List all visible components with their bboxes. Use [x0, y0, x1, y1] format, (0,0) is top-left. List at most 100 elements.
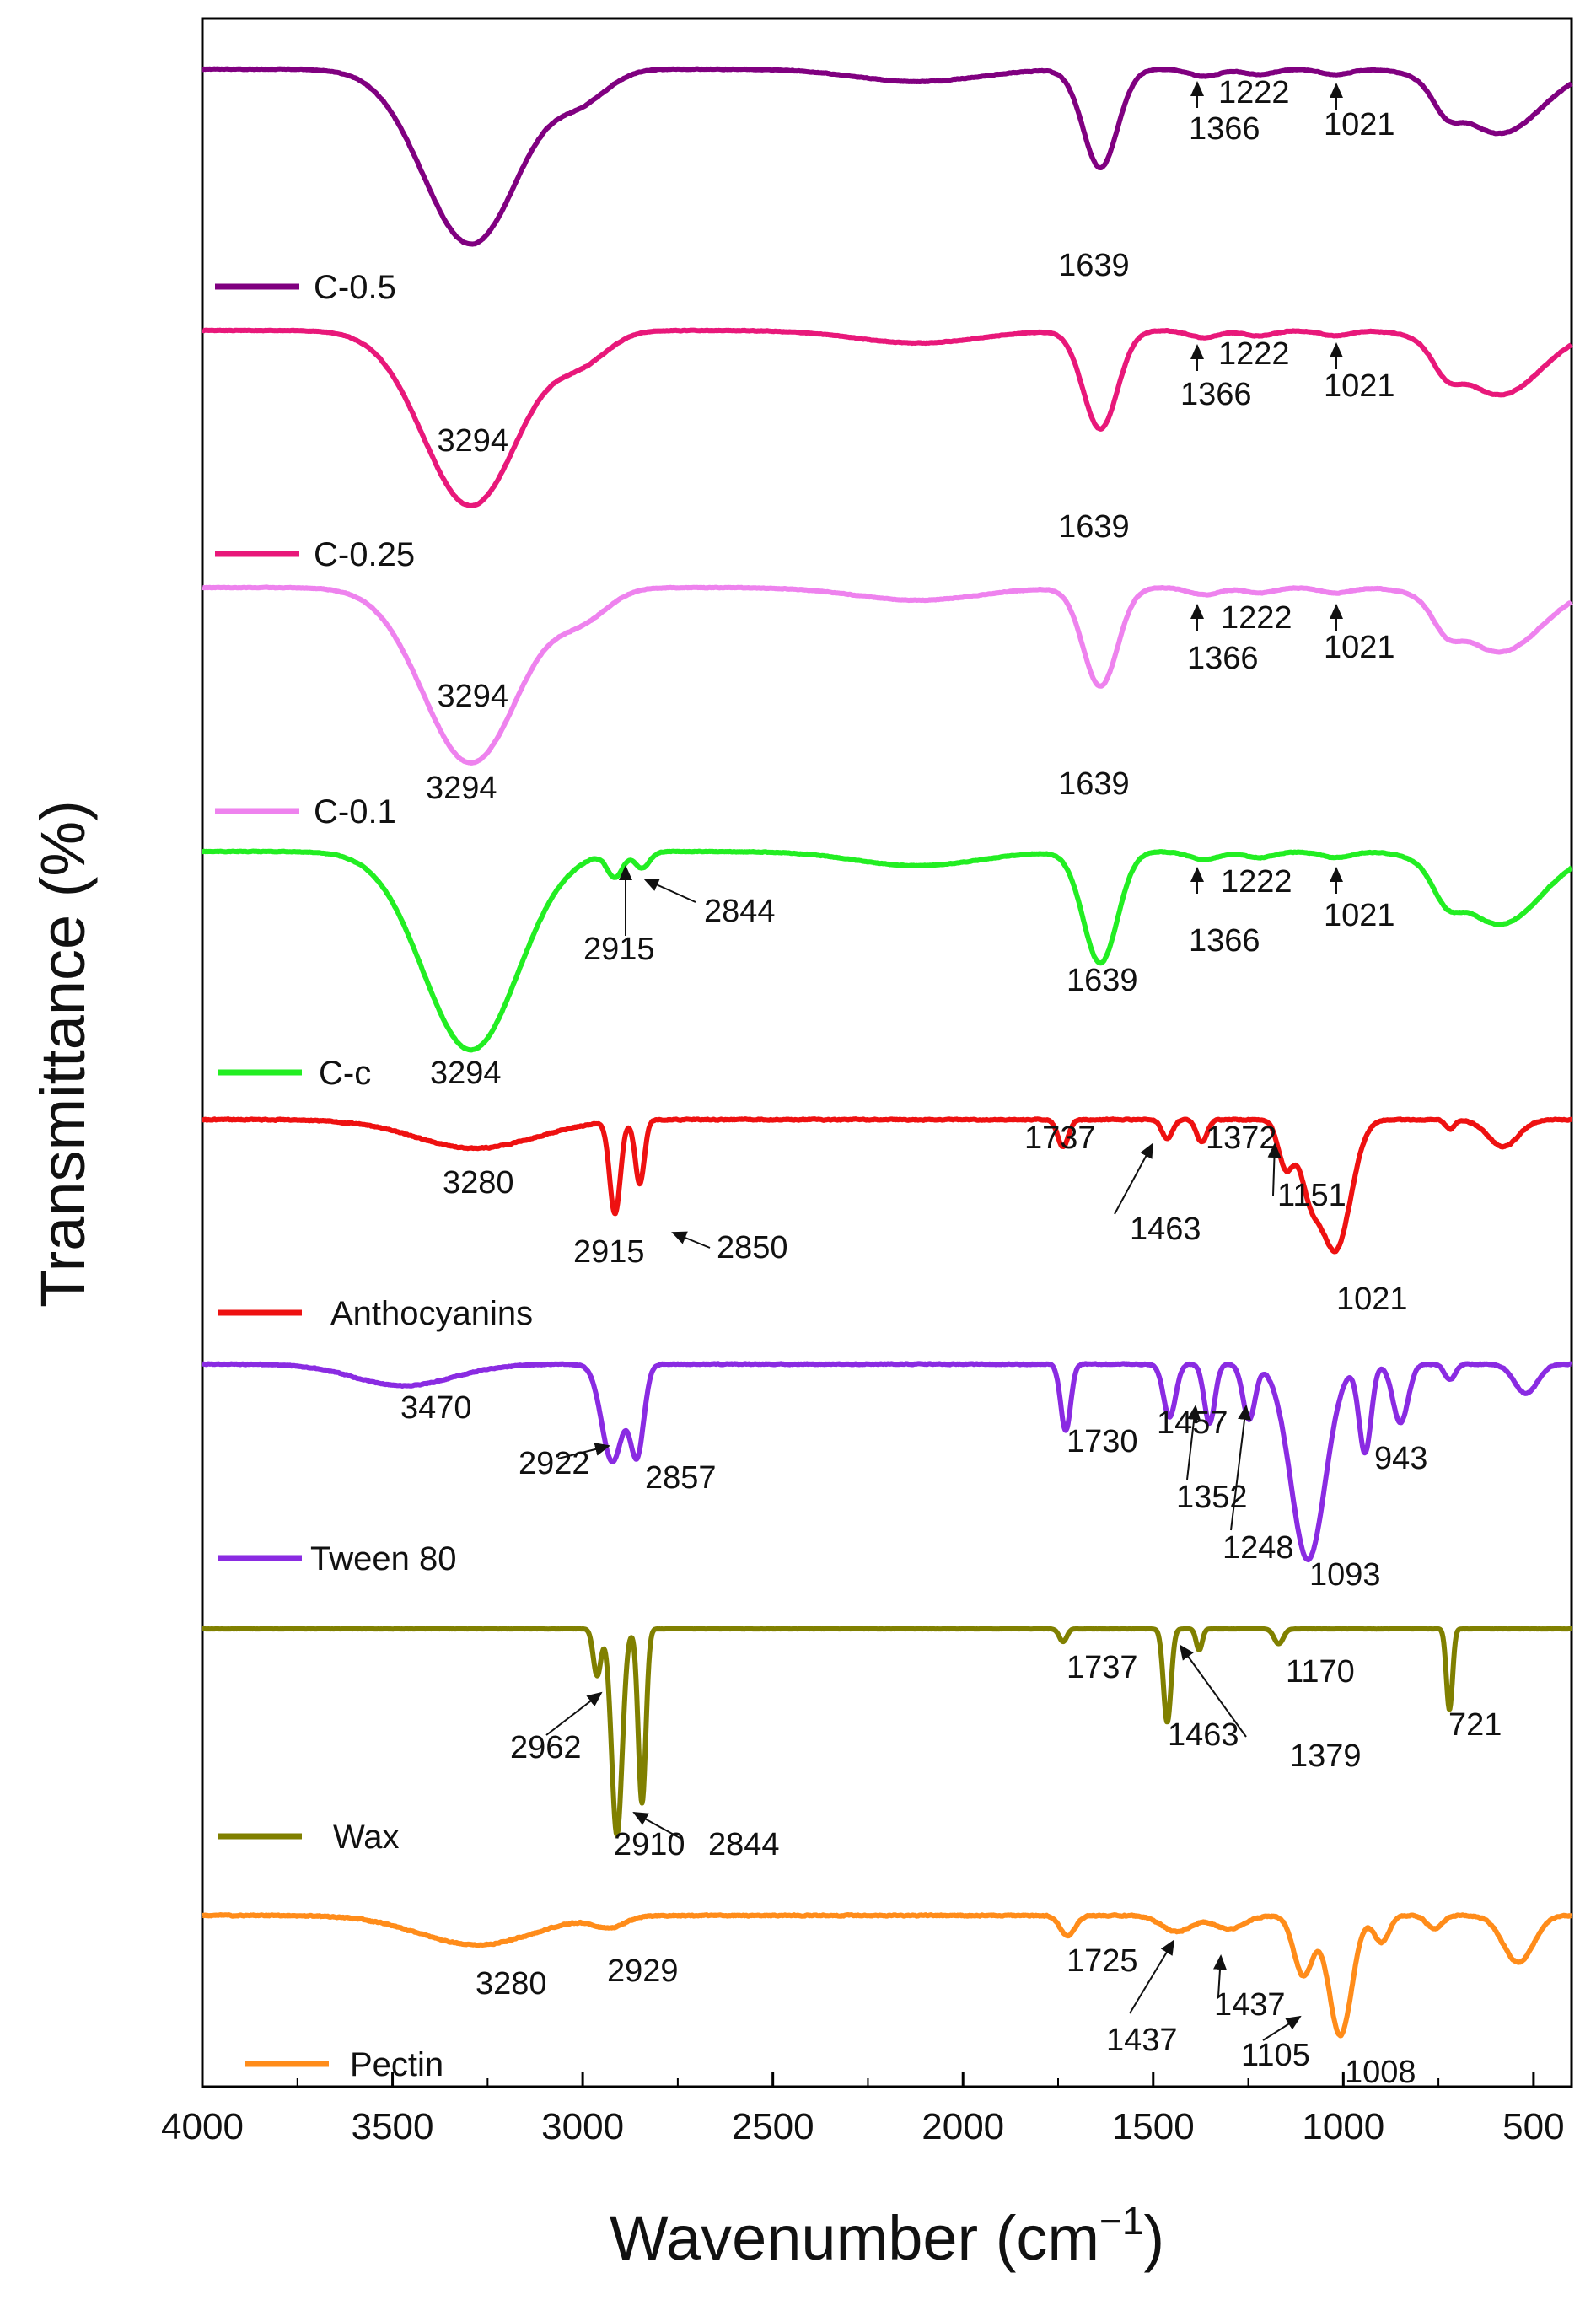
spectrum-line-pectin [200, 1912, 1574, 2039]
peak-label: 3294 [426, 771, 497, 806]
peak-label: 1248 [1223, 1530, 1294, 1566]
peak-label: 2922 [519, 1446, 590, 1481]
peak-label: 1730 [1067, 1424, 1138, 1459]
spectrum-line-c-0-25 [200, 327, 1574, 508]
peak-label: 2857 [645, 1460, 717, 1496]
spectrum-line-c-0-5 [200, 66, 1574, 247]
peak-label: 2929 [607, 1953, 679, 1989]
x-tick-label: 4000 [161, 2106, 244, 2147]
spectra-layer [200, 66, 1574, 2039]
peak-label: 3294 [438, 423, 509, 459]
peak-label: 1437 [1214, 1987, 1286, 2023]
peak-label: 3294 [430, 1056, 502, 1091]
x-axis-ticks: 4000 3500 3000 2500 2000 1500 1000 500 [161, 2072, 1565, 2147]
peak-label: 1021 [1324, 630, 1395, 665]
peak-label: 1639 [1058, 248, 1130, 283]
peak-label: 1222 [1221, 600, 1292, 636]
peak-label: 1379 [1290, 1738, 1362, 1774]
x-tick-label: 1500 [1112, 2106, 1195, 2147]
peak-label: 1463 [1168, 1717, 1239, 1753]
peak-arrow [632, 1812, 684, 1841]
peak-label: 1463 [1130, 1212, 1201, 1247]
peak-arrow [545, 1691, 603, 1736]
peak-label: 1639 [1058, 766, 1130, 802]
peak-label: 2844 [704, 894, 776, 929]
spectrum-line-wax [200, 1626, 1574, 1838]
legend-label: Tween 80 [310, 1540, 456, 1577]
legend-label: Wax [333, 1819, 400, 1856]
peak-label: 721 [1448, 1707, 1502, 1743]
peak-arrow [1262, 2015, 1302, 2041]
peak-arrow [1129, 1939, 1175, 2014]
plot-frame [201, 17, 1573, 2088]
peak-label: 2844 [708, 1827, 780, 1862]
peak-label: 3280 [443, 1165, 514, 1201]
x-tick-label: 2500 [732, 2106, 814, 2147]
peak-label: 2915 [583, 932, 655, 967]
peak-arrow [1213, 1954, 1227, 1997]
peak-arrow [1267, 1142, 1282, 1196]
peak-label: 1021 [1336, 1282, 1408, 1317]
peak-arrow [1114, 1142, 1153, 1215]
peak-label: 1151 [1277, 1178, 1346, 1213]
x-axis-label: Wavenumber (cm−1) [610, 2199, 1164, 2273]
peak-label: 1366 [1189, 111, 1260, 147]
peak-label: 1222 [1218, 336, 1290, 372]
spectrum-line-c-0-1 [200, 584, 1574, 766]
x-axis-label-superscript: −1 [1099, 2199, 1143, 2243]
peak-arrow [1230, 1405, 1251, 1531]
peak-arrow [671, 1231, 711, 1249]
x-axis-label-main: Wavenumber (cm [610, 2203, 1099, 2273]
peak-label: 2915 [573, 1234, 645, 1270]
x-tick-label: 3500 [352, 2106, 434, 2147]
peak-label: 1737 [1067, 1650, 1138, 1685]
x-tick-label: 2000 [922, 2106, 1004, 2147]
peak-label: 1008 [1345, 2055, 1416, 2090]
spectrum-line-tween-80 [200, 1361, 1574, 1563]
peak-label: 1437 [1106, 2023, 1178, 2058]
peak-label: 2850 [717, 1230, 788, 1266]
legend-label: C-0.25 [314, 536, 415, 573]
plot-area: 3294163913661222102132941639136612221021… [161, 17, 1574, 2147]
spectrum-line-c-c [200, 848, 1574, 1053]
peak-label: 1021 [1324, 107, 1395, 142]
peak-label: 1105 [1241, 2038, 1310, 2073]
legend-label: C-0.1 [314, 793, 396, 830]
peak-label: 1222 [1221, 864, 1292, 900]
x-tick-label: 1000 [1302, 2106, 1384, 2147]
peak-annotations: 3294163913661222102132941639136612221021… [400, 75, 1502, 2090]
peak-label: 2962 [510, 1730, 582, 1765]
legend-label: C-c [319, 1055, 371, 1092]
peak-arrow [1179, 1644, 1247, 1738]
peak-label: 1093 [1309, 1557, 1381, 1593]
peak-label: 3294 [438, 679, 509, 714]
peak-label: 1639 [1058, 509, 1130, 545]
peak-label: 1737 [1024, 1120, 1096, 1156]
peak-label: 1366 [1189, 923, 1260, 959]
legend-label: C-0.5 [314, 269, 396, 306]
peak-label: 1021 [1324, 898, 1395, 933]
peak-label: 2910 [614, 1827, 685, 1862]
peak-label: 1222 [1218, 75, 1290, 110]
y-axis-label: Transmittance (%) [28, 800, 98, 1308]
legend-label: Pectin [350, 2046, 443, 2083]
peak-label: 1170 [1286, 1654, 1355, 1690]
x-axis-label-close: ) [1143, 2203, 1164, 2273]
peak-label: 1366 [1187, 641, 1259, 676]
spectrum-line-anthocyanins [200, 1116, 1574, 1255]
peak-label: 1366 [1180, 377, 1252, 412]
peak-label: 1639 [1067, 963, 1138, 998]
peak-label: 1021 [1324, 368, 1395, 404]
peak-label: 1725 [1067, 1943, 1138, 1979]
legend-label: Anthocyanins [330, 1295, 533, 1332]
peak-arrow [643, 879, 696, 903]
x-tick-label: 3000 [541, 2106, 624, 2147]
legend: C-0.5 C-0.25 C-0.1 C-c Anthocyanins Tween 80 W… [215, 269, 533, 2083]
peak-label: 943 [1374, 1441, 1427, 1476]
x-tick-label: 500 [1502, 2106, 1564, 2147]
peak-label: 3280 [476, 1966, 547, 2002]
peak-arrow [557, 1443, 610, 1459]
peak-label: 1372 [1206, 1120, 1277, 1156]
peak-arrow [1186, 1405, 1201, 1480]
